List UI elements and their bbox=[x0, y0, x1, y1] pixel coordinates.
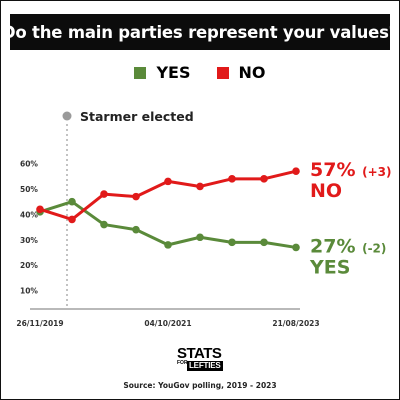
logo-for-text: FOR bbox=[177, 360, 188, 366]
annotation-label: Starmer elected bbox=[80, 109, 194, 124]
end-series-name-yes: YES bbox=[309, 256, 350, 278]
y-tick-label: 10% bbox=[20, 287, 38, 296]
end-series-name-no: NO bbox=[310, 180, 342, 202]
x-tick-label: 04/10/2021 bbox=[144, 319, 191, 328]
data-point-yes bbox=[68, 197, 76, 206]
y-tick-label: 40% bbox=[20, 210, 38, 219]
end-value-yes: 27% bbox=[310, 235, 362, 257]
legend-label-yes: YES bbox=[156, 63, 191, 82]
data-point-yes bbox=[164, 241, 172, 249]
data-point-yes bbox=[260, 238, 268, 247]
title-bar: Do the main parties represent your value… bbox=[2, 14, 398, 50]
legend-item-yes: YES bbox=[134, 63, 191, 82]
y-tick-label: 60% bbox=[20, 160, 38, 169]
end-change-no: (+3) bbox=[362, 165, 391, 179]
chart-title: Do the main parties represent your value… bbox=[1, 22, 399, 42]
stats-for-lefties-logo: STATS FOR LEFTIES bbox=[177, 346, 223, 374]
data-point-no bbox=[132, 192, 140, 201]
x-tick-label: 21/08/2023 bbox=[272, 319, 319, 328]
data-point-no bbox=[228, 175, 236, 183]
data-point-no bbox=[100, 190, 108, 198]
annotation-dot bbox=[62, 111, 72, 121]
data-point-no bbox=[260, 175, 268, 183]
source-note: Source: YouGov polling, 2019 - 2023 bbox=[123, 381, 277, 390]
legend: YES NO bbox=[0, 63, 400, 82]
data-point-yes bbox=[100, 220, 108, 229]
data-point-yes bbox=[132, 225, 140, 234]
y-tick-label: 30% bbox=[20, 236, 38, 245]
y-tick-label: 20% bbox=[20, 261, 38, 270]
data-point-yes bbox=[228, 238, 236, 247]
legend-label-no: NO bbox=[238, 63, 266, 82]
data-point-no bbox=[68, 215, 76, 224]
end-value-label-no: 57% (+3) bbox=[310, 159, 391, 181]
y-tick-label: 50% bbox=[20, 185, 38, 194]
end-value-no: 57% bbox=[310, 159, 362, 181]
end-value-label-yes: 27% (-2) bbox=[310, 235, 386, 257]
data-point-yes bbox=[292, 243, 300, 252]
x-tick-label: 26/11/2019 bbox=[16, 319, 63, 328]
data-point-no bbox=[196, 182, 204, 191]
data-point-no bbox=[292, 167, 300, 176]
end-change-yes: (-2) bbox=[362, 241, 386, 255]
logo-lefties-text: LEFTIES bbox=[187, 361, 223, 371]
series-line-yes bbox=[39, 200, 297, 249]
legend-swatch-no bbox=[216, 66, 229, 79]
legend-swatch-yes bbox=[134, 66, 147, 79]
logo-stats-text: STATS bbox=[177, 345, 222, 362]
data-point-no bbox=[36, 205, 44, 214]
data-point-yes bbox=[196, 233, 204, 242]
data-point-no bbox=[164, 177, 172, 186]
legend-item-no: NO bbox=[216, 63, 266, 82]
